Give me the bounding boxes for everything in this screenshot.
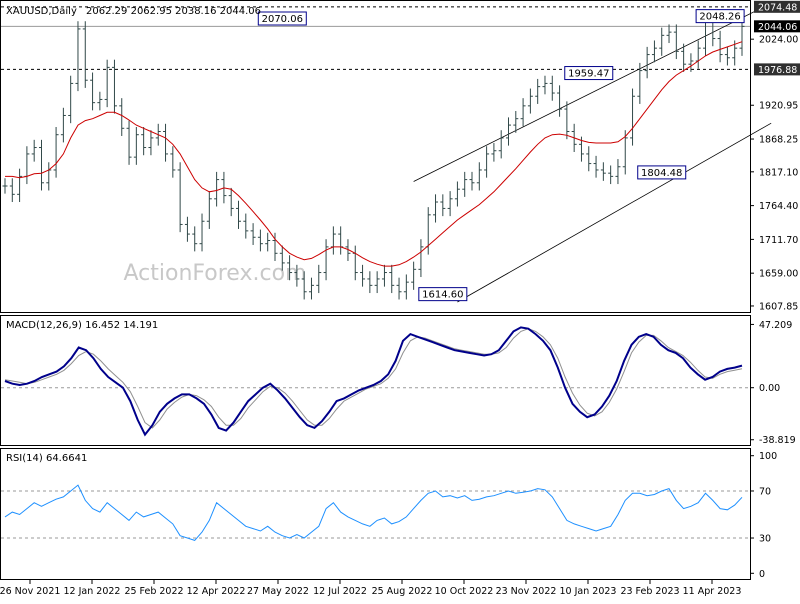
date-tick-label: 27 May 2022 xyxy=(247,586,309,597)
price-tick-label: 2024.00 xyxy=(759,35,798,46)
price-level-lines xyxy=(1,6,750,70)
price-tag-box-2 xyxy=(754,63,800,76)
macd-tick-label: -38.819 xyxy=(759,435,796,446)
price-tag-label-2: 1976.88 xyxy=(758,65,797,76)
macd-y-axis: 47.209 0.00 -38.819 xyxy=(750,320,796,446)
macd-label: MACD(12,26,9) 16.452 14.191 xyxy=(6,320,158,331)
annotation-label-0: 2070.06 xyxy=(262,14,303,25)
rsi-tick-label: 100 xyxy=(759,451,777,462)
price-annotations: 2070.06 2048.26 1959.47 1804.48 1614.60 xyxy=(257,9,745,302)
date-tick-label: 11 Apr 2023 xyxy=(683,586,742,597)
date-tick-label: 10 Oct 2022 xyxy=(435,586,494,597)
price-panel-frame xyxy=(0,0,751,313)
rsi-tick-label: 70 xyxy=(759,486,771,497)
symbol-name: XAUUSD,Daily xyxy=(6,6,77,17)
rsi-series xyxy=(4,484,743,541)
date-tick-label: 10 Jan 2023 xyxy=(560,586,617,597)
price-tag-label-1: 2044.06 xyxy=(758,22,797,33)
date-tick-label: 12 Jul 2022 xyxy=(313,586,367,597)
rsi-y-axis: 100 70 30 0 xyxy=(750,451,777,580)
rsi-tick-label: 30 xyxy=(759,534,771,545)
annotation-box-1 xyxy=(695,9,745,24)
rsi-label: RSI(14) 64.6641 xyxy=(6,453,87,464)
annotation-label-4: 1614.60 xyxy=(422,290,463,301)
macd-tick-label: 47.209 xyxy=(759,320,792,331)
moving-average-series xyxy=(5,41,743,267)
macd-tick-label: 0.00 xyxy=(759,383,780,394)
price-tick-label: 1817.10 xyxy=(759,167,798,178)
date-tick-label: 25 Feb 2022 xyxy=(124,586,183,597)
date-tick-label: 23 Nov 2022 xyxy=(496,586,557,597)
watermark-text: ActionForex.com xyxy=(124,261,307,286)
rsi-level-lines xyxy=(1,490,750,539)
price-level-tags: 2074.48 2044.06 1976.88 xyxy=(754,0,800,76)
annotation-box-4 xyxy=(418,287,468,302)
trend-channel xyxy=(413,2,772,303)
rsi-line xyxy=(4,484,743,541)
price-series xyxy=(2,14,745,300)
rsi-panel-frame xyxy=(0,448,751,580)
price-tick-label: 1607.85 xyxy=(759,301,798,312)
price-tag-box-1 xyxy=(754,20,800,33)
price-tick-label: 1868.25 xyxy=(759,135,798,146)
price-tick-label: 1764.40 xyxy=(759,201,798,212)
date-tick-label: 26 Nov 2021 xyxy=(0,586,60,597)
date-tick-label: 25 Aug 2022 xyxy=(372,586,433,597)
annotation-label-2: 1959.47 xyxy=(568,69,609,80)
date-tick-label: 12 Apr 2022 xyxy=(187,586,246,597)
channel-lower-line xyxy=(457,122,772,303)
ohlc-values: 2062.29 2062.95 2038.16 2044.06 xyxy=(86,6,261,17)
symbol-title: XAUUSD,Daily 2062.29 2062.95 2038.16 204… xyxy=(6,6,261,17)
price-tick-label: 1711.70 xyxy=(759,235,798,246)
rsi-tick-label: 0 xyxy=(759,569,765,580)
macd-series xyxy=(4,326,743,437)
panel-frames xyxy=(0,0,751,580)
annotation-box-3 xyxy=(637,165,687,180)
price-tag-box-0 xyxy=(754,0,800,13)
price-tick-label: 1659.00 xyxy=(759,269,798,280)
price-tick-label: 1920.95 xyxy=(759,101,798,112)
macd-signal-series xyxy=(4,328,743,429)
annotation-label-1: 2048.26 xyxy=(699,12,740,23)
annotation-box-2 xyxy=(564,66,614,81)
annotation-box-0 xyxy=(257,11,307,26)
macd-signal-line xyxy=(4,328,743,429)
macd-line xyxy=(4,326,743,437)
date-tick-label: 23 Feb 2023 xyxy=(620,586,679,597)
macd-panel-frame xyxy=(0,315,751,446)
date-tick-label: 12 Jan 2022 xyxy=(64,586,121,597)
annotation-label-3: 1804.48 xyxy=(641,168,682,179)
date-x-axis: 26 Nov 2021 12 Jan 2022 25 Feb 2022 12 Apr … xyxy=(0,580,741,597)
price-tag-label-0: 2074.48 xyxy=(758,2,797,13)
moving-average-line xyxy=(5,41,743,267)
channel-upper-line xyxy=(413,2,772,182)
price-y-axis: 2024.00 1920.95 1868.25 1817.10 1764.40 1711.… xyxy=(750,35,798,312)
